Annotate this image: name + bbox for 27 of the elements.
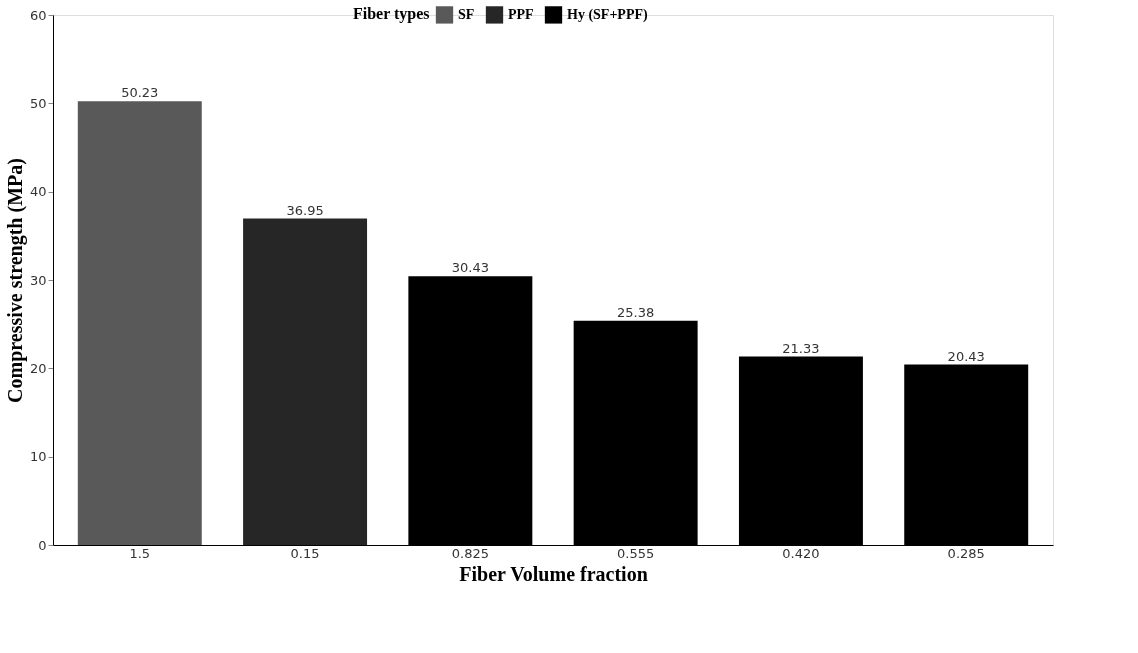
y-tick-label: 0 xyxy=(38,537,47,553)
y-tick-label: 10 xyxy=(29,449,47,465)
y-tick-label: 60 xyxy=(29,7,47,23)
x-tick-label: 0.555 xyxy=(617,545,655,561)
bar xyxy=(77,101,202,545)
y-tick-label: 40 xyxy=(29,184,47,200)
x-tick-label: 0.15 xyxy=(290,545,320,561)
x-tick-label: 1.5 xyxy=(129,545,151,561)
data-label: 21.33 xyxy=(782,340,820,356)
x-tick-label: 0.285 xyxy=(947,545,985,561)
data-label: 30.43 xyxy=(451,260,489,276)
y-tick-label: 20 xyxy=(29,360,47,376)
legend-title: Fiber types xyxy=(353,5,430,23)
data-label: 20.43 xyxy=(947,348,985,364)
x-tick-label: 0.420 xyxy=(782,545,820,561)
bar xyxy=(243,218,368,545)
data-label: 36.95 xyxy=(286,202,324,218)
legend-label: PPF xyxy=(508,6,534,22)
x-axis-title: Fiber Volume fraction xyxy=(459,562,648,585)
data-label: 50.23 xyxy=(121,85,159,101)
x-tick-label: 0.825 xyxy=(451,545,489,561)
legend-label: SF xyxy=(458,6,475,22)
y-axis-title: Compressive strength (MPa) xyxy=(3,158,27,403)
legend-label: Hy (SF+PPF) xyxy=(567,6,649,23)
y-tick-label: 50 xyxy=(29,95,47,111)
y-tick-label: 30 xyxy=(29,272,47,288)
data-label: 25.38 xyxy=(617,304,655,320)
